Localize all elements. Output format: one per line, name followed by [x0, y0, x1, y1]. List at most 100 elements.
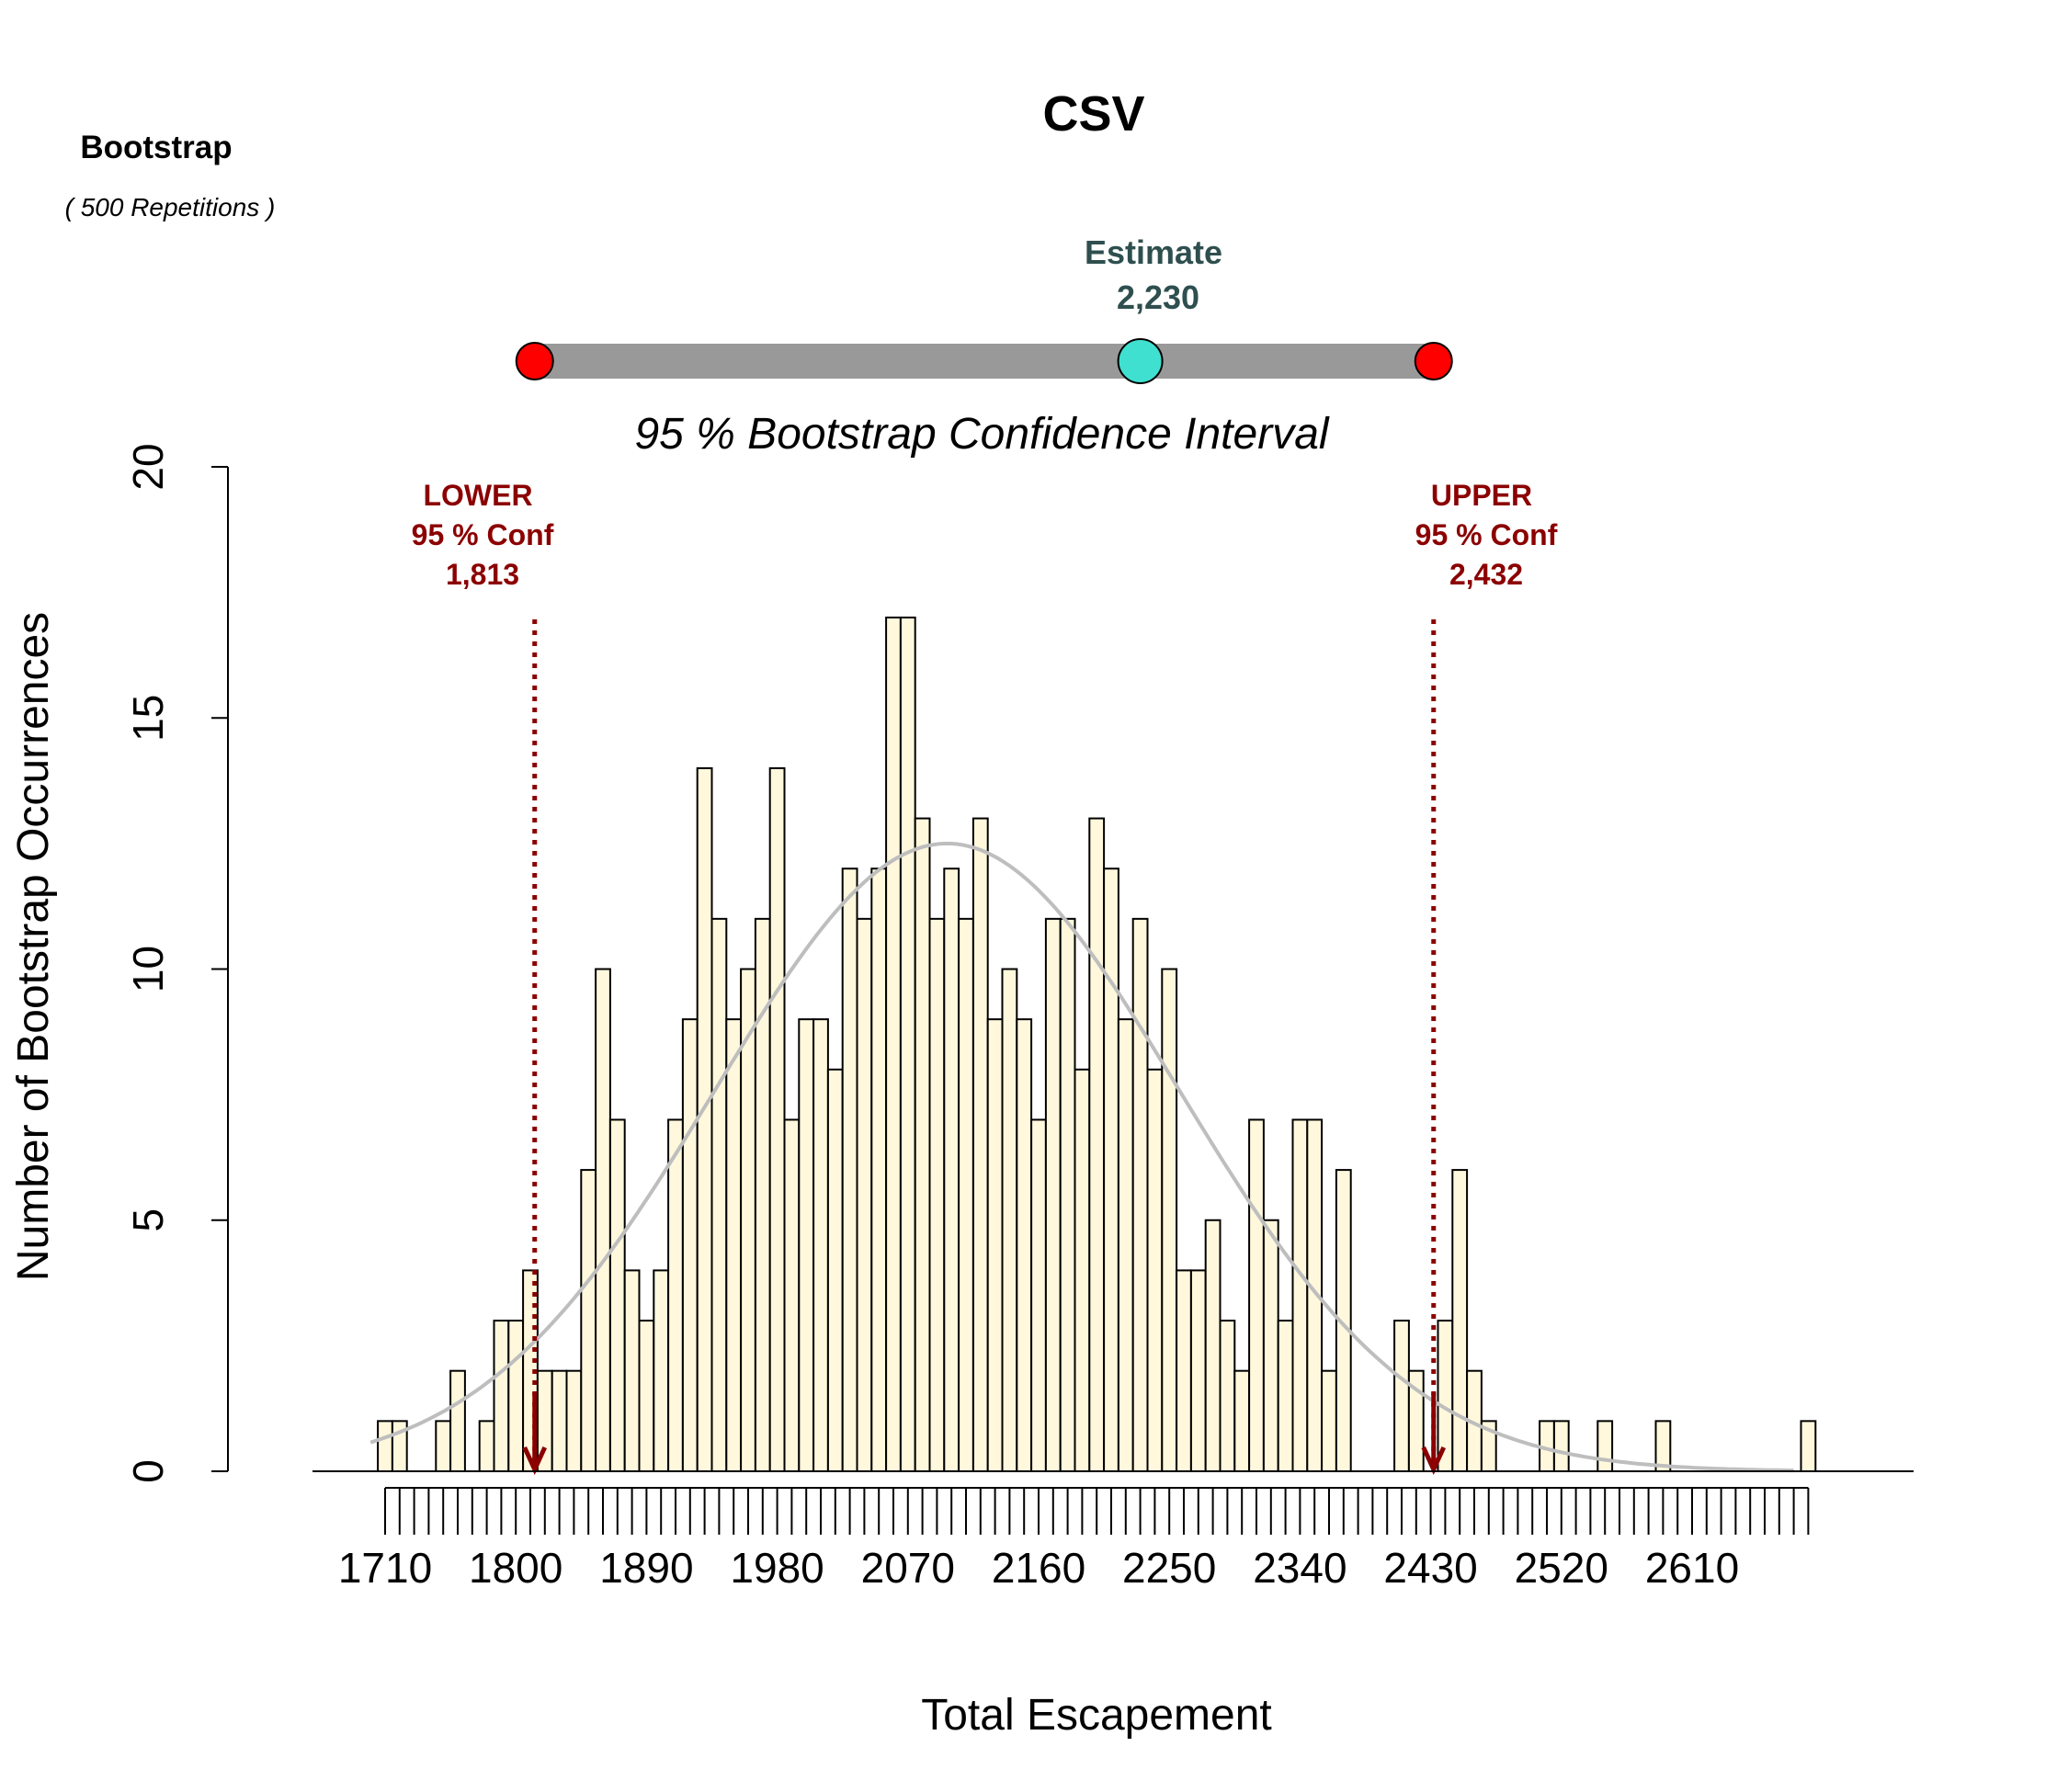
histogram-bar	[725, 1018, 743, 1473]
x-tick-label: 2340	[1253, 1544, 1346, 1592]
y-tick-label: 10	[124, 946, 172, 992]
histogram-bar	[826, 1068, 844, 1473]
y-tick-label: 20	[124, 443, 172, 490]
histogram-bar	[1189, 1269, 1207, 1473]
histogram-bar	[595, 968, 611, 1472]
interval-bar	[515, 338, 1453, 384]
histogram-bar	[1800, 1420, 1817, 1472]
histogram-bar	[1001, 968, 1018, 1472]
histogram-bar	[1233, 1369, 1251, 1472]
histogram-bar	[478, 1420, 495, 1472]
x-tick-label: 2250	[1122, 1544, 1216, 1592]
histogram-bar	[1204, 1219, 1221, 1472]
histogram-bar	[623, 1269, 641, 1473]
histogram-bar	[449, 1369, 466, 1472]
histogram-bar	[1059, 917, 1076, 1472]
histogram-bar	[754, 917, 771, 1472]
estimate-label: Estimate	[1085, 233, 1222, 271]
corner-title: Bootstrap	[80, 130, 232, 165]
histogram-bar	[638, 1320, 655, 1473]
lower-conf: 95 % Conf	[412, 518, 554, 551]
histogram-bar	[1030, 1118, 1047, 1472]
histogram-bar	[681, 1018, 699, 1473]
histogram-bar	[1074, 1068, 1091, 1473]
y-tick-label: 15	[124, 695, 172, 742]
histogram-bar	[565, 1369, 583, 1472]
histogram-bar	[914, 817, 931, 1472]
upper-arrow-head	[1421, 1446, 1447, 1476]
histogram-bar	[1146, 1068, 1164, 1473]
histogram-bar	[1044, 917, 1062, 1472]
lower-endpoint-marker	[515, 342, 554, 380]
histogram-bar	[841, 868, 858, 1472]
histogram-bar	[1088, 817, 1106, 1472]
histogram-bar	[377, 1420, 393, 1472]
upper-conf: 95 % Conf	[1415, 518, 1558, 551]
histogram-bar	[710, 917, 728, 1472]
histogram-bar	[1219, 1320, 1236, 1473]
x-tick-label: 2610	[1645, 1544, 1739, 1592]
histogram-bars	[377, 616, 1817, 1473]
histogram-bar	[798, 1018, 815, 1473]
histogram-bar	[870, 868, 888, 1472]
lower-arrow-head	[522, 1446, 548, 1476]
histogram-bar	[507, 1320, 525, 1473]
lower-value: 1,813	[446, 558, 519, 591]
upper-value: 2,432	[1449, 558, 1523, 591]
histogram-bar	[696, 766, 713, 1472]
histogram-bar	[1117, 1018, 1134, 1473]
histogram-bar	[972, 817, 989, 1472]
x-tick-label: 1890	[599, 1544, 693, 1592]
interval-range-bar	[534, 344, 1434, 379]
x-tick-label: 2070	[861, 1544, 955, 1592]
interval-caption: 95 % Bootstrap Confidence Interval	[634, 410, 1329, 459]
histogram-bar	[653, 1269, 670, 1473]
histogram-bar	[1262, 1219, 1279, 1472]
histogram-bar	[1393, 1320, 1410, 1473]
corner-subtitle: ( 500 Repetitions )	[65, 193, 276, 221]
histogram-bar	[1277, 1320, 1294, 1473]
normal-fit-curve	[369, 841, 1794, 1473]
chart-title: CSV	[1042, 86, 1144, 142]
x-tick-label: 2520	[1515, 1544, 1608, 1592]
upper-endpoint-marker	[1414, 342, 1453, 380]
x-axis-label: Total Escapement	[921, 1691, 1272, 1740]
histogram-bar	[856, 917, 873, 1472]
y-axis-label: Number of Bootstrap Occurrences	[9, 612, 58, 1281]
histogram-bar	[667, 1118, 684, 1472]
x-tick-label: 1980	[730, 1544, 824, 1592]
histogram-bar	[899, 616, 916, 1472]
curve-layer	[369, 841, 1794, 1473]
histogram-bar	[1016, 1018, 1033, 1473]
estimate-marker	[1117, 338, 1164, 384]
histogram-bar	[435, 1420, 452, 1472]
histogram-bar	[1552, 1420, 1570, 1472]
y-tick-label: 5	[124, 1208, 172, 1232]
estimate-value: 2,230	[1117, 278, 1199, 316]
histogram-bar	[1596, 1420, 1614, 1472]
x-tick-label: 2160	[992, 1544, 1085, 1592]
x-tick-label: 2430	[1383, 1544, 1477, 1592]
histogram-bar	[885, 616, 902, 1472]
x-tick-label: 1710	[338, 1544, 432, 1592]
histogram-bar	[608, 1118, 626, 1472]
histogram-bar	[1131, 917, 1149, 1472]
x-tick-label: 1800	[469, 1544, 562, 1592]
histogram-bar	[1248, 1118, 1265, 1472]
histogram-bar	[986, 1018, 1004, 1473]
upper-label: UPPER	[1431, 479, 1532, 512]
histogram-bar	[1321, 1369, 1337, 1472]
histogram-bar	[580, 1169, 597, 1472]
lower-label: LOWER	[423, 479, 532, 512]
histogram-bar	[768, 766, 786, 1472]
histogram-bar	[943, 868, 960, 1472]
axes: 0 5 10 15 20 1710 1800 1890 1980 2070 2160 2250 2340…	[124, 443, 1914, 1592]
confidence-lines	[522, 619, 1447, 1476]
histogram-bar	[812, 1018, 829, 1473]
histogram-bar	[551, 1369, 568, 1472]
histogram-bar	[493, 1320, 510, 1473]
histogram-bar	[1161, 968, 1178, 1472]
histogram-bar	[1103, 868, 1119, 1472]
histogram-bar	[783, 1118, 801, 1472]
